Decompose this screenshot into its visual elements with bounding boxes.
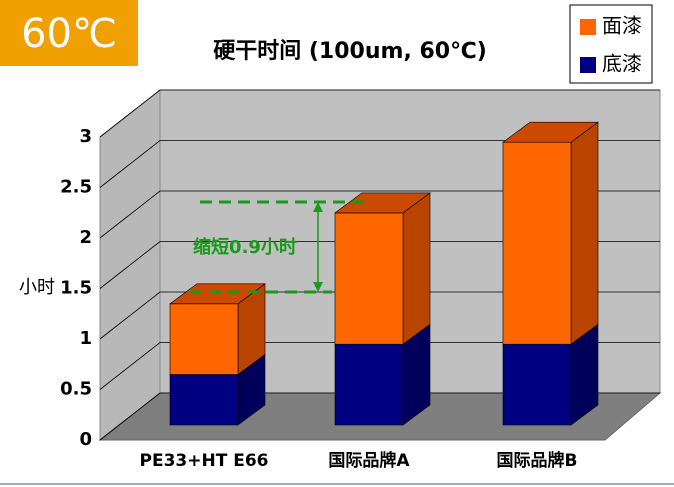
arrow-head bbox=[313, 282, 323, 292]
bar bbox=[169, 303, 239, 375]
y-tick-label: 3 bbox=[79, 126, 92, 147]
legend-swatch bbox=[580, 19, 596, 35]
bar bbox=[502, 343, 572, 426]
y-axis-label: 小时 bbox=[19, 277, 55, 298]
x-tick-label: 国际品牌B bbox=[497, 450, 578, 471]
grid-line bbox=[99, 89, 660, 138]
grid-line bbox=[99, 392, 660, 441]
arrow-head bbox=[313, 202, 323, 212]
annotation: 缩短0.9小时 bbox=[193, 236, 297, 258]
bar bbox=[169, 374, 239, 426]
grid-line bbox=[99, 241, 660, 289]
y-tick-label: 2 bbox=[79, 227, 92, 248]
plot: 0 0.5 1 1.5 2 2.5 3 PE33+HT E66 国际品牌A 国际品牌B bbox=[60, 88, 662, 471]
annotation-group: 缩短0.9小时 bbox=[190, 200, 365, 294]
legend-swatch bbox=[580, 57, 596, 73]
grid-line bbox=[99, 140, 660, 188]
legend-label: 底漆 bbox=[602, 52, 642, 76]
bar bbox=[334, 212, 404, 345]
chart-title: 硬干时间 (100um, 60℃) bbox=[213, 39, 487, 64]
y-tick-label: 1 bbox=[79, 328, 92, 349]
y-tick-label: 2.5 bbox=[60, 177, 92, 198]
badge-text: 60℃ bbox=[21, 11, 117, 57]
grid-line bbox=[99, 190, 660, 239]
y-tick-label: 1.5 bbox=[60, 278, 92, 299]
badge-box bbox=[0, 0, 138, 66]
bar-side bbox=[570, 121, 599, 345]
y-tick-label: 0.5 bbox=[60, 379, 92, 400]
bar bbox=[334, 343, 404, 426]
y-tick-label: 0 bbox=[79, 429, 92, 450]
legend-label: 面漆 bbox=[602, 14, 642, 38]
grid-line bbox=[99, 291, 660, 340]
x-tick-label: PE33+HT E66 bbox=[140, 451, 269, 471]
bar-side bbox=[402, 192, 431, 345]
x-tick-label: 国际品牌A bbox=[328, 450, 410, 471]
bar-top bbox=[334, 192, 431, 214]
bar-top bbox=[169, 283, 266, 305]
grid-line bbox=[99, 342, 660, 390]
bar-top bbox=[502, 121, 599, 143]
bar bbox=[502, 141, 572, 345]
